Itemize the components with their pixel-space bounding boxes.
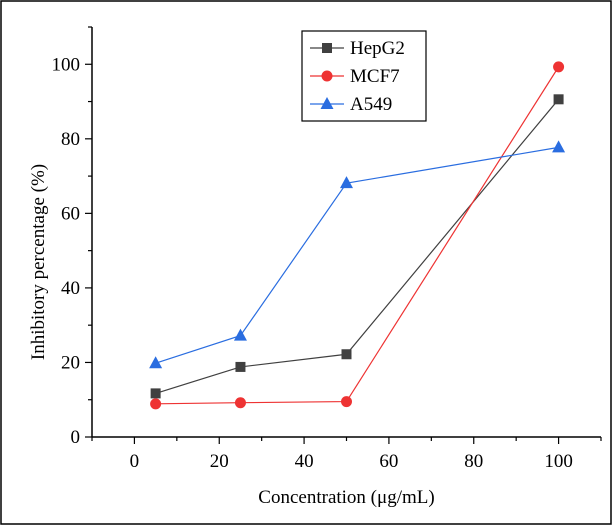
series-line-a549: [155, 146, 559, 364]
legend-marker-a549: [320, 97, 334, 109]
x-tick-label: 100: [544, 451, 573, 472]
legend-label-a549: A549: [350, 94, 392, 115]
legend-entry-mcf7: MCF7: [310, 66, 400, 87]
legend-marker-mcf7: [321, 70, 333, 82]
y-tick-label: 40: [61, 278, 80, 299]
y-tick-label: 0: [71, 427, 81, 448]
data-point-a549: [340, 176, 353, 189]
data-point-mcf7: [150, 398, 162, 410]
series-line-mcf7: [155, 66, 560, 405]
data-point-a549: [149, 356, 163, 369]
series-mcf7: [150, 61, 565, 410]
data-point-mcf7: [234, 397, 246, 409]
x-tick-label: 0: [130, 451, 140, 472]
legend-label-hepg2: HepG2: [350, 38, 405, 59]
series-a549: [149, 140, 566, 369]
series-layer: [149, 61, 566, 410]
legend-entry-hepg2: HepG2: [310, 38, 405, 59]
y-axis-title: Inhibitory percentage (%): [28, 164, 49, 360]
data-point-hepg2: [150, 388, 161, 399]
series-hepg2: [150, 94, 564, 399]
data-point-hepg2: [553, 94, 564, 105]
x-axis-title: Concentration (μg/mL): [258, 487, 434, 508]
legend: HepG2 MCF7 A549: [301, 30, 427, 122]
x-tick-label: 40: [295, 451, 314, 472]
data-point-a549: [233, 328, 247, 341]
data-point-hepg2: [235, 361, 246, 372]
legend-marker-hepg2: [322, 43, 332, 53]
series-line-hepg2: [155, 98, 560, 394]
data-point-a549: [552, 140, 566, 153]
data-point-mcf7: [553, 61, 565, 73]
y-tick-label: 20: [61, 352, 80, 373]
y-tick-label: 100: [52, 54, 81, 75]
x-tick-label: 60: [379, 451, 398, 472]
legend-label-mcf7: MCF7: [350, 66, 400, 87]
y-tick-label: 80: [61, 129, 80, 150]
x-tick-label: 80: [464, 451, 483, 472]
data-point-mcf7: [341, 396, 352, 408]
legend-entry-a549: A549: [310, 94, 392, 115]
x-tick-label: 20: [210, 451, 229, 472]
data-point-hepg2: [341, 349, 352, 360]
y-tick-label: 60: [61, 203, 80, 224]
axes: 0 20 40 60 80 100 0 20 40 60 80 100: [52, 26, 602, 472]
